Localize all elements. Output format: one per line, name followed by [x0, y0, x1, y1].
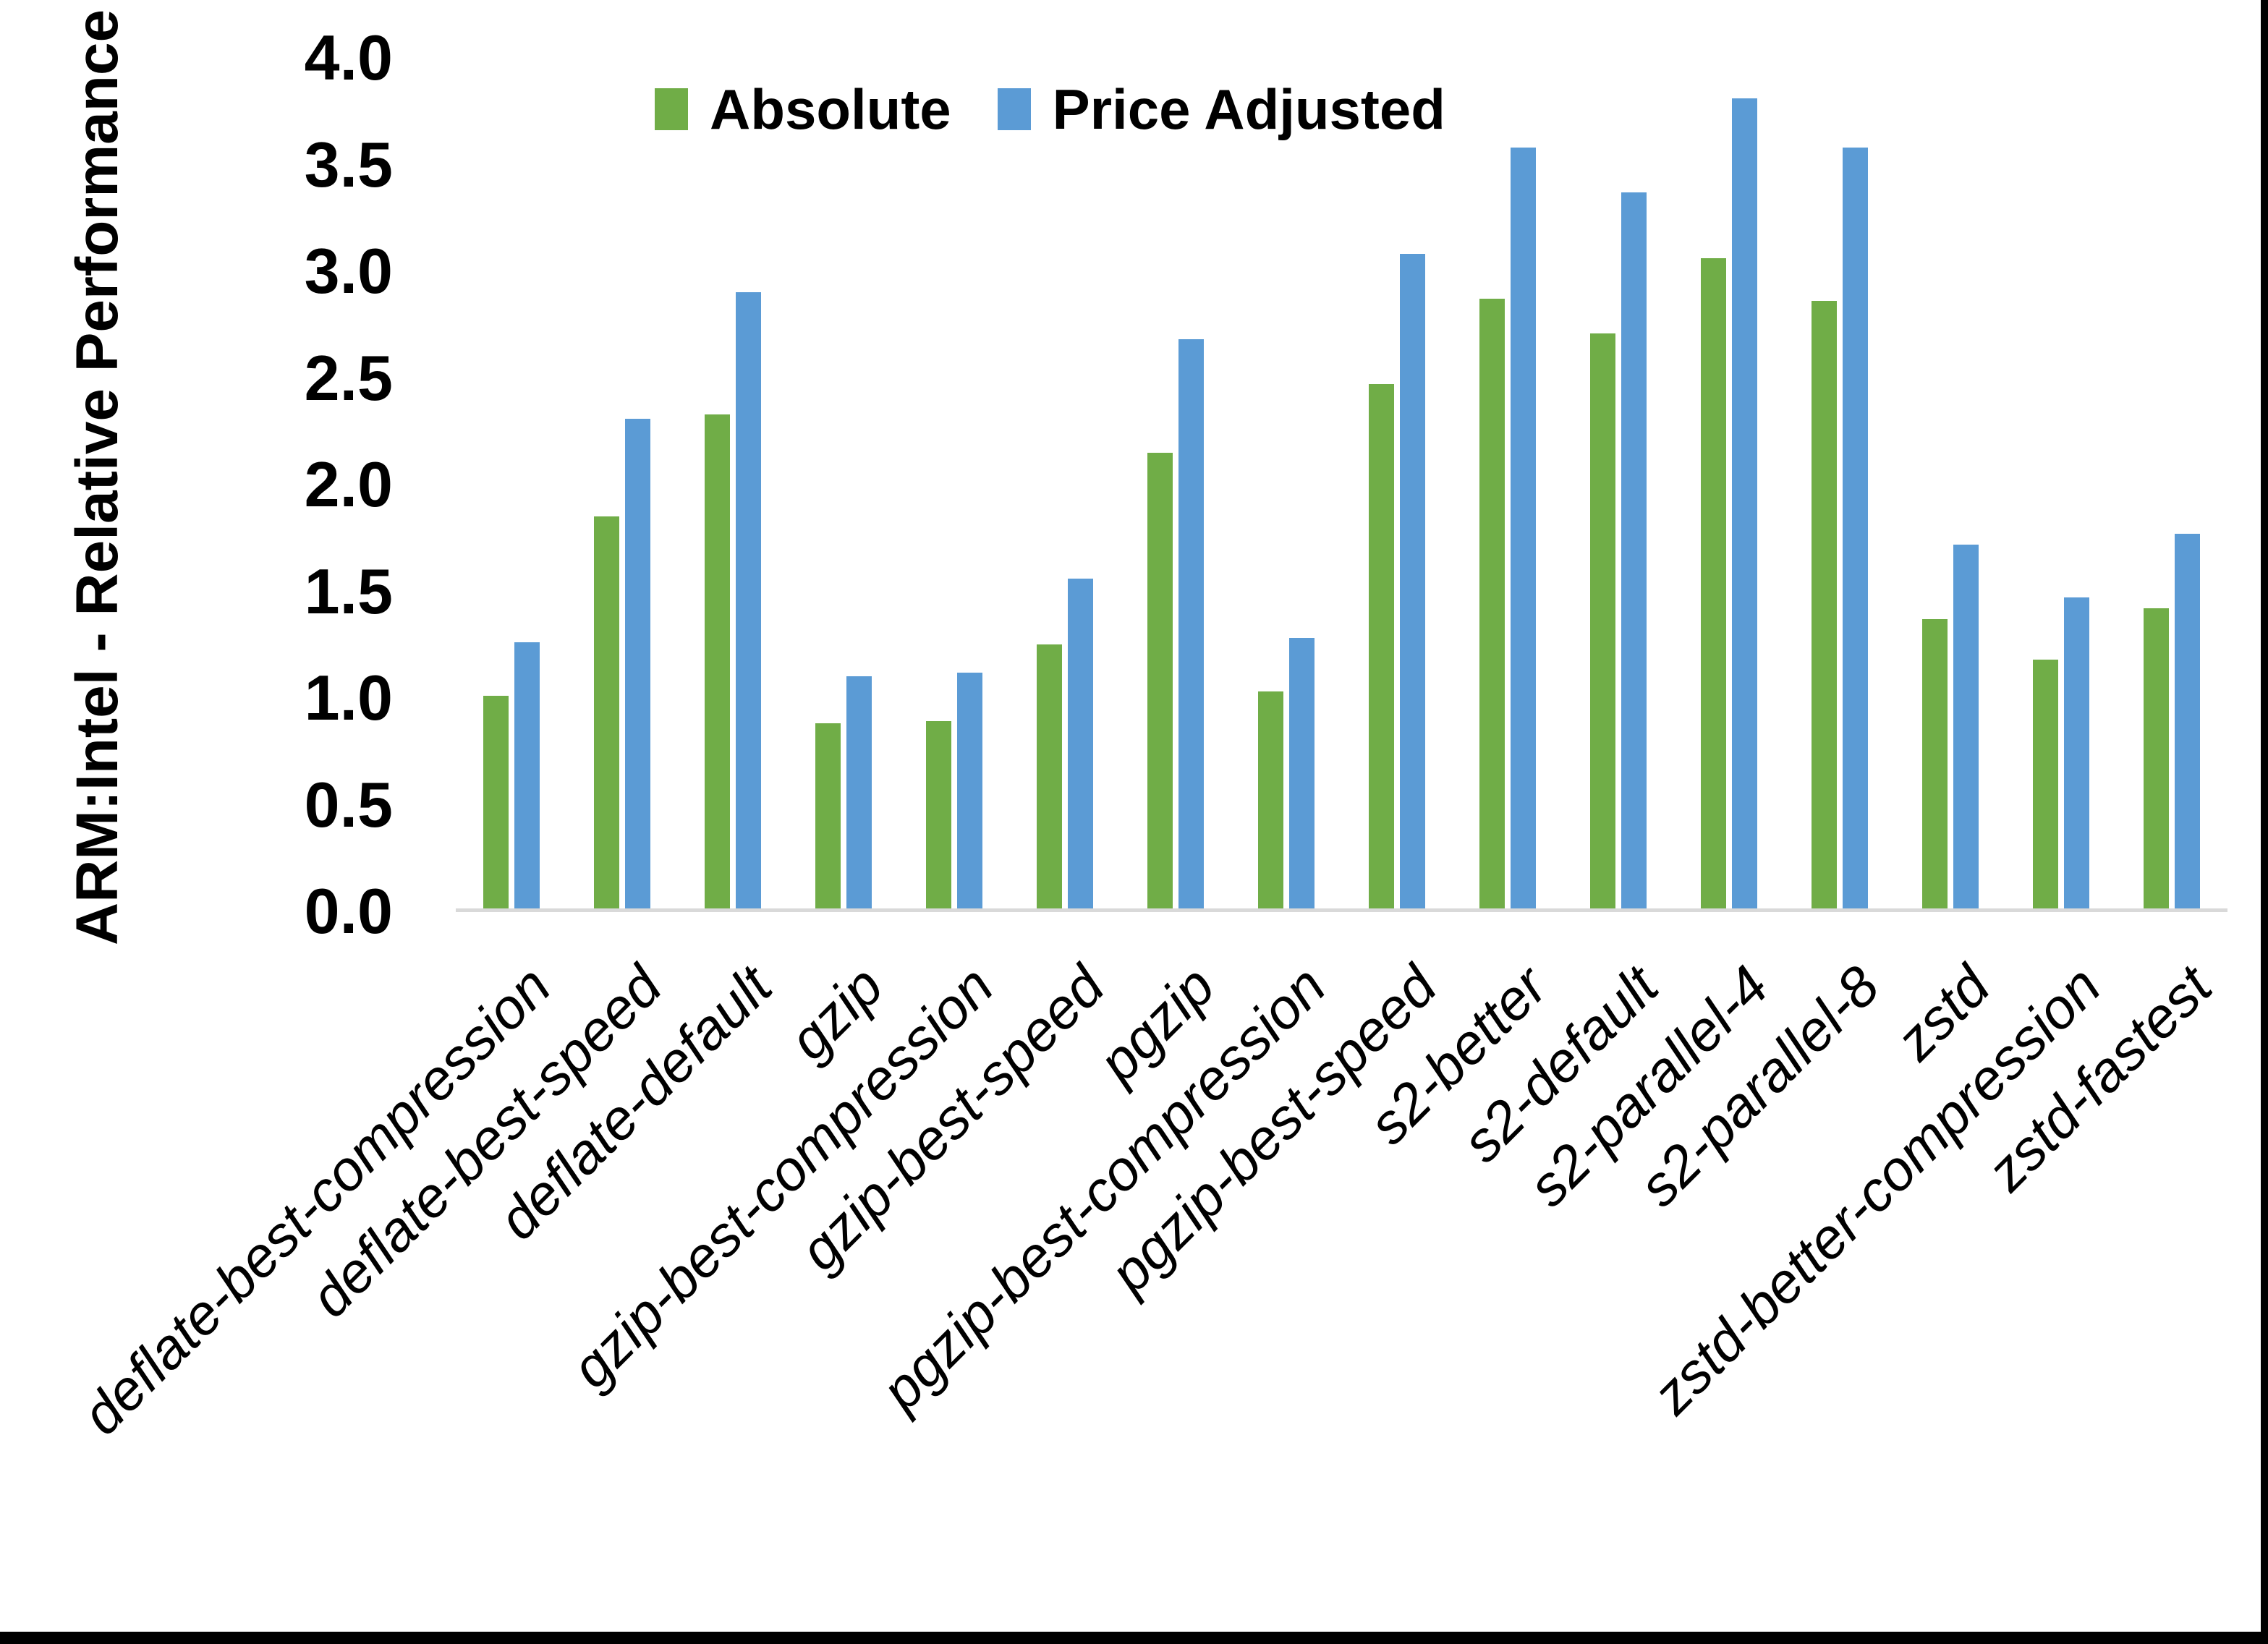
screenshot-bottom-border: [0, 1632, 2268, 1644]
bar-price-adjusted: [624, 419, 650, 911]
bar-absolute: [815, 723, 841, 911]
bar-price-adjusted: [1067, 579, 1093, 911]
legend-swatch-absolute: [655, 88, 688, 130]
legend-label-absolute: Absolute: [710, 77, 951, 141]
bar-price-adjusted: [1732, 98, 1758, 911]
x-axis-baseline: [456, 908, 2227, 912]
bar-absolute: [1812, 301, 1838, 911]
screenshot-right-border: [2261, 0, 2268, 1644]
y-tick-label: 1.0: [304, 662, 393, 733]
bar-price-adjusted: [956, 673, 982, 911]
bar-price-adjusted: [514, 642, 540, 911]
x-tick-label: deflate-best-compression: [69, 953, 563, 1447]
y-tick-label: 1.5: [304, 555, 393, 627]
legend-label-price-adjusted: Price Adjusted: [1052, 77, 1445, 141]
bar-price-adjusted: [1843, 148, 1869, 911]
legend: Absolute Price Adjusted: [655, 81, 1445, 137]
bar-absolute: [2144, 608, 2170, 911]
y-tick-label: 3.5: [304, 128, 393, 200]
y-tick-label: 4.0: [304, 22, 393, 93]
bar-price-adjusted: [2064, 597, 2090, 911]
bar-price-adjusted: [1178, 339, 1204, 911]
bar-price-adjusted: [735, 292, 761, 911]
bar-price-adjusted: [1953, 545, 1979, 911]
y-tick-label: 3.0: [304, 235, 393, 307]
bar-absolute: [1590, 333, 1616, 911]
legend-item-absolute: Absolute: [655, 81, 951, 137]
bar-absolute: [1257, 691, 1283, 911]
legend-swatch-price-adjusted: [997, 88, 1031, 130]
bar-absolute: [1036, 644, 1062, 911]
bar-price-adjusted: [846, 676, 872, 911]
bar-price-adjusted: [2175, 534, 2201, 911]
y-tick-label: 2.0: [304, 448, 393, 520]
y-axis-title: ARM:Intel - Relative Performance: [64, 9, 130, 946]
bar-absolute: [593, 516, 619, 911]
bar-absolute: [1701, 258, 1727, 911]
bar-absolute: [704, 414, 730, 911]
bar-price-adjusted: [1288, 638, 1314, 911]
y-tick-label: 2.5: [304, 341, 393, 414]
bar-absolute: [2033, 660, 2059, 911]
bar-price-adjusted: [1621, 192, 1647, 911]
bar-absolute: [483, 696, 509, 911]
y-tick-label: 0.5: [304, 768, 393, 840]
bar-absolute: [1922, 619, 1948, 911]
bar-absolute: [1147, 453, 1173, 911]
legend-item-price-adjusted: Price Adjusted: [997, 77, 1445, 141]
y-tick-label: 0.0: [304, 875, 393, 947]
bar-absolute: [1479, 299, 1505, 911]
bar-price-adjusted: [1511, 148, 1537, 911]
bar-absolute: [1369, 384, 1395, 911]
bar-price-adjusted: [1400, 254, 1426, 911]
bar-absolute: [925, 721, 951, 911]
